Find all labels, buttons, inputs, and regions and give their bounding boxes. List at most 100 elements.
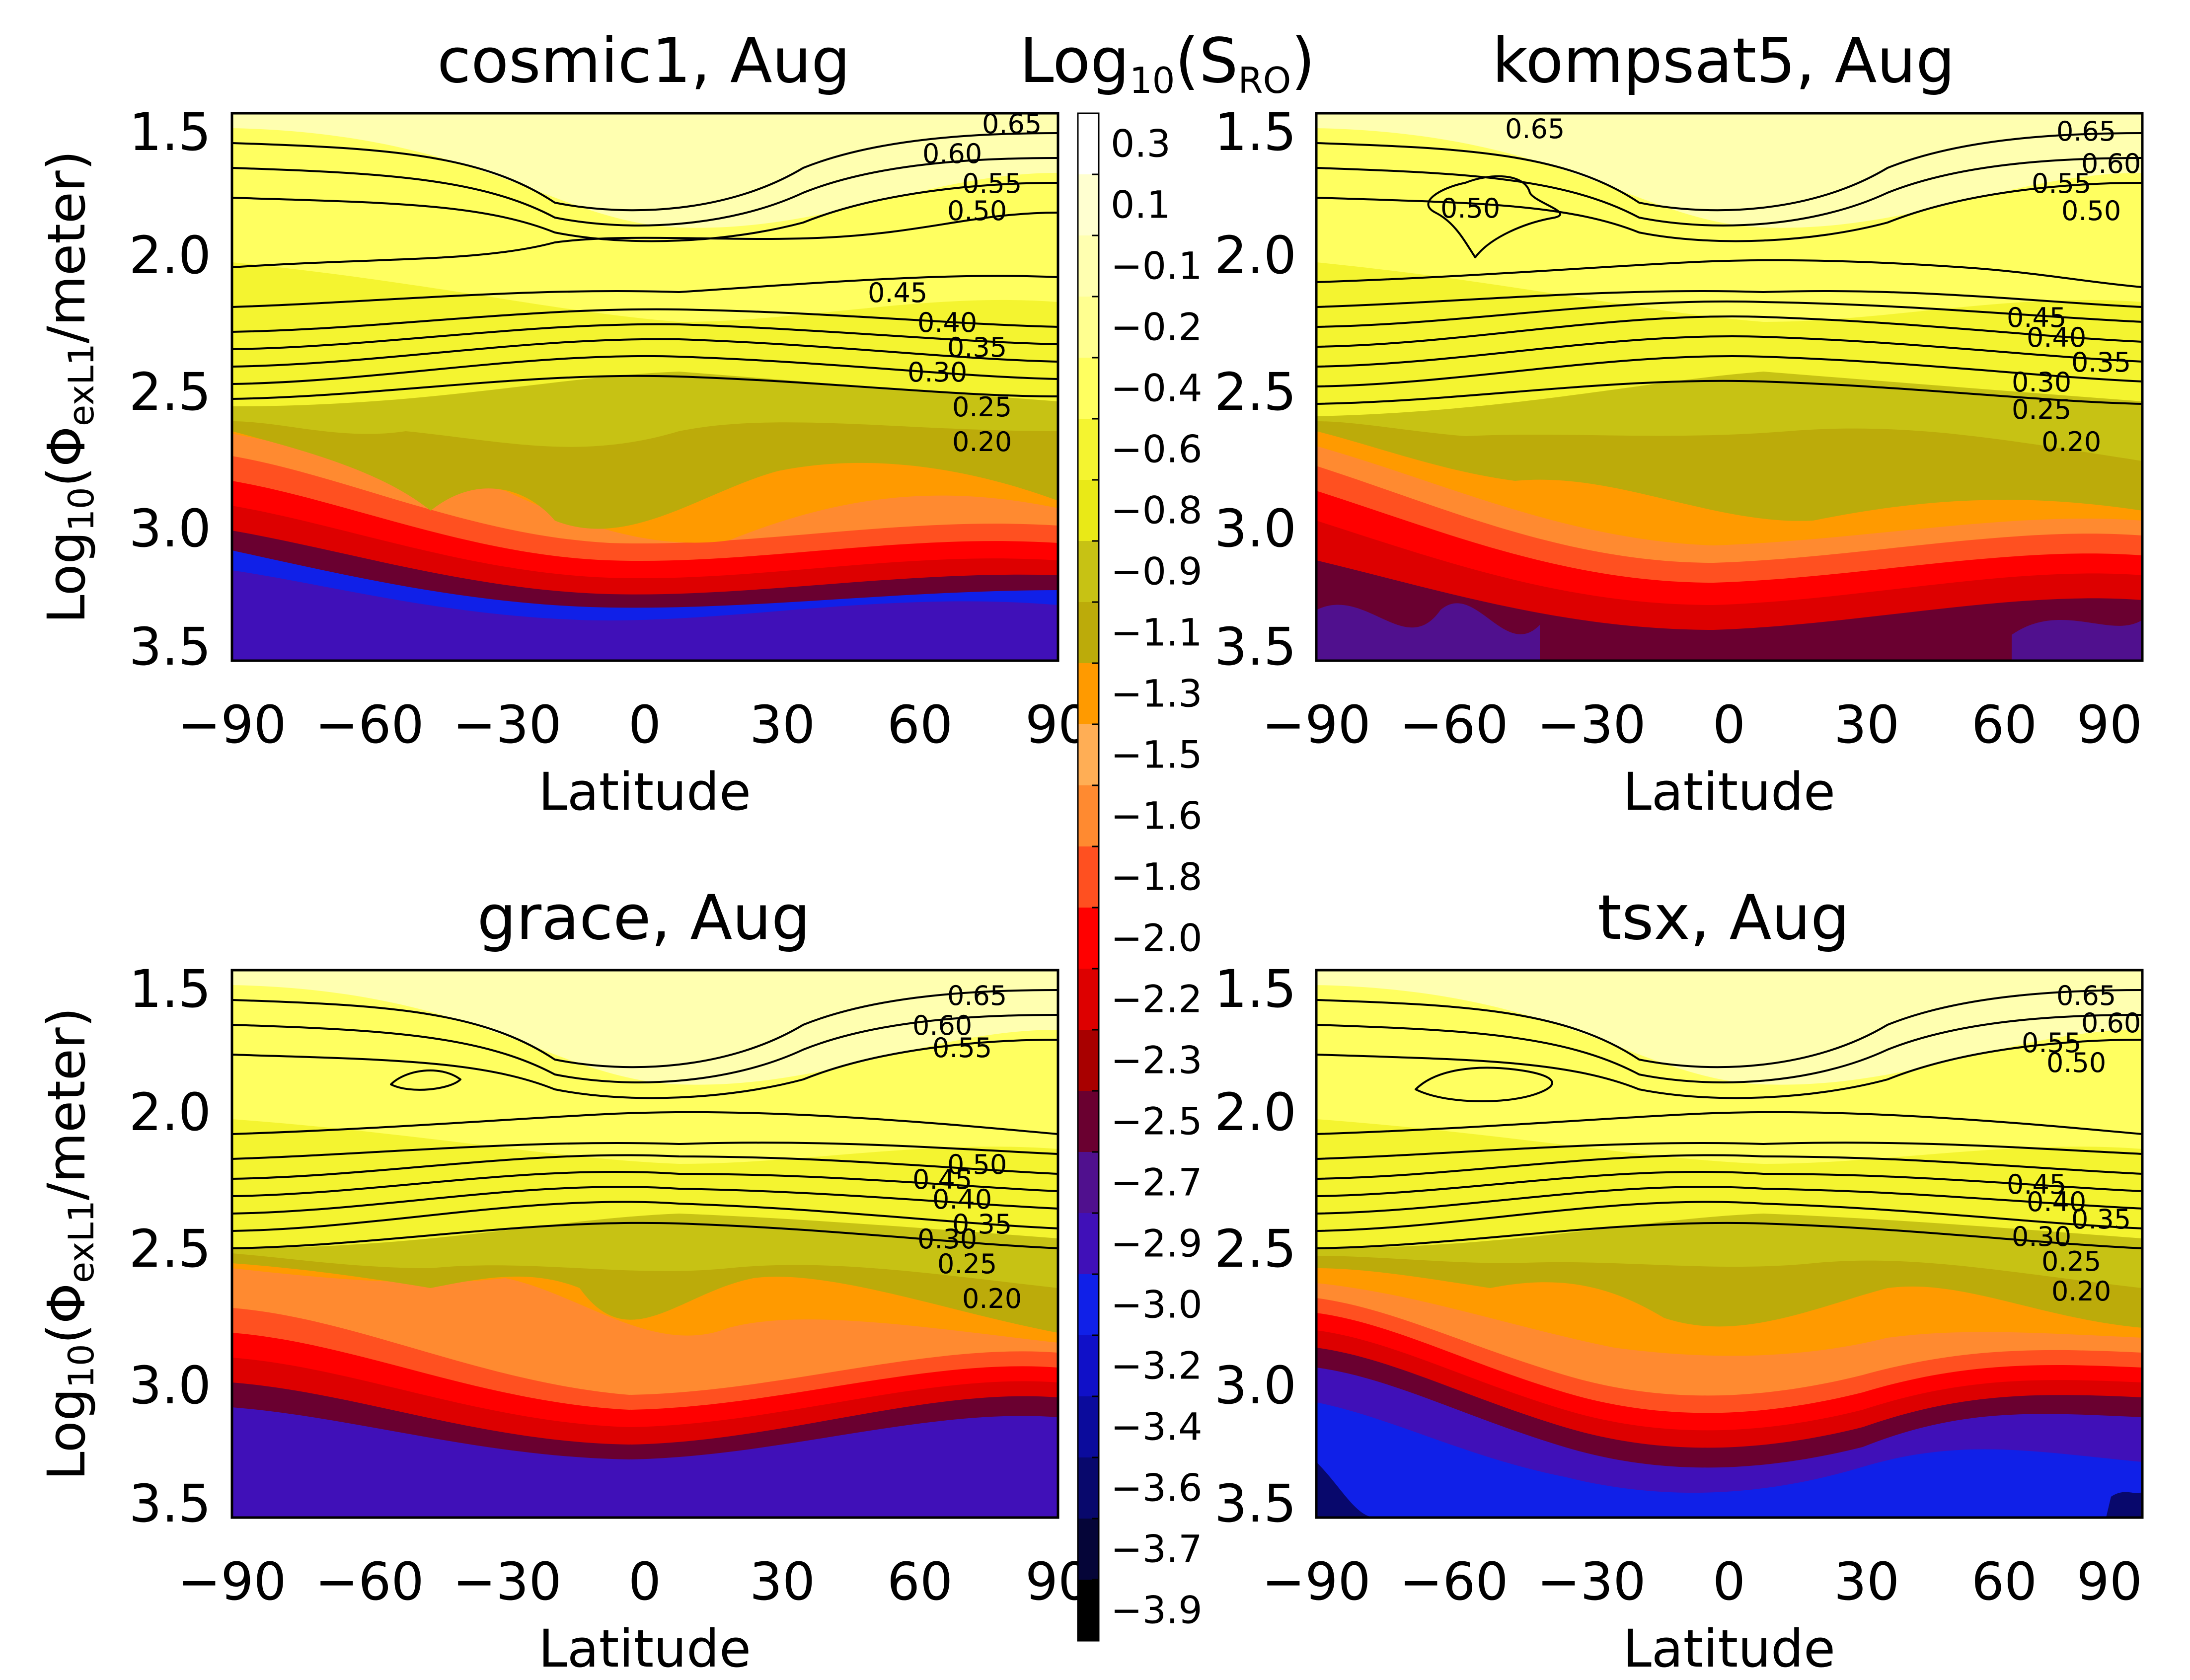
y-tick-label: 1.5 (1214, 102, 1296, 162)
plot-area-tsx: 0.65 0.60 0.55 0.50 0.45 0.40 0.35 0.30 … (1315, 969, 2144, 1519)
x-axis-label: Latitude (538, 1618, 751, 1679)
plot-frame-grace (230, 969, 1059, 1519)
contour-line (232, 1186, 1058, 1215)
x-tick-label: −30 (453, 694, 561, 755)
colorbar-frame (1077, 112, 1100, 1642)
contour-line (1316, 1201, 2142, 1232)
colorbar-label: −0.2 (1111, 305, 1203, 349)
contour-label: 0.20 (2041, 426, 2101, 458)
heat-band-cream (232, 113, 1058, 228)
contour-line (232, 1201, 1058, 1232)
colorbar-swatch (1078, 541, 1099, 603)
heat-band-cream (1316, 970, 2142, 1085)
plot-area-cosmic1: 0.65 0.60 0.55 0.50 0.45 0.40 0.35 0.30 … (230, 108, 1059, 662)
x-tick-label: 90 (2077, 694, 2142, 755)
contour-lines-tsx (1316, 989, 2142, 1249)
colorbar-label: 0.3 (1111, 122, 1171, 166)
x-tick-label: −60 (1399, 1551, 1508, 1612)
contour-label: 0.35 (947, 332, 1007, 363)
contour-line (1316, 380, 2142, 405)
colorbar-swatch (1078, 1030, 1099, 1091)
colorbar-label: −3.6 (1111, 1466, 1203, 1510)
colorbar-label: −1.3 (1111, 672, 1203, 716)
contour-label: 0.35 (2071, 347, 2131, 378)
colorbar-swatch (1078, 297, 1099, 358)
contour-label: 0.30 (2012, 1221, 2071, 1252)
contour-label: 0.65 (982, 108, 1042, 140)
plot-area-kompsat5: 0.65 0.60 0.55 0.50 0.45 0.40 0.35 0.30 … (1315, 112, 2144, 662)
panel-grace: grace, Aug (36, 882, 1091, 1679)
y-tick-label: 2.0 (1214, 225, 1296, 286)
contour-line (1316, 335, 2142, 368)
x-tick-label: −90 (1262, 1551, 1370, 1612)
contour-lines-kompsat5 (1316, 132, 2142, 405)
colorbar-label: −1.1 (1111, 611, 1203, 655)
colorbar-labels: 0.3 0.1 −0.1 −0.2 −0.4 −0.6 −0.8 −0.9 −1.1 −1.3 −1… (1111, 122, 1203, 1632)
x-axis-label: Latitude (538, 762, 751, 822)
y-tick-label: 3.0 (129, 498, 211, 559)
contour-label: 0.30 (907, 357, 967, 388)
contour-line (232, 375, 1058, 400)
colorbar-swatch (1078, 724, 1099, 786)
panel-title-kompsat5: kompsat5, Aug (1492, 25, 1955, 97)
x-tick-label: 60 (887, 1551, 953, 1612)
colorbar-label: −0.4 (1111, 366, 1203, 410)
x-tick-label: 30 (1834, 694, 1899, 755)
y-axis-label: Log10(ΦexL1/meter) (36, 151, 102, 624)
contour-label: 0.60 (912, 1010, 972, 1041)
y-tick-label: 2.5 (1214, 1219, 1296, 1279)
x-tick-label: 30 (1834, 1551, 1899, 1612)
y-tick-label: 3.5 (1214, 616, 1296, 677)
contour-line (232, 1170, 1058, 1197)
contour-line (1316, 1186, 2142, 1215)
contour-line (232, 338, 1058, 368)
contour-label: 0.50 (2061, 195, 2121, 227)
y-tick-label: 1.5 (129, 102, 211, 162)
colorbar-swatch (1078, 602, 1099, 664)
colorbar-swatch (1078, 1519, 1099, 1580)
contour-line (1415, 1067, 1553, 1102)
plot-frame-kompsat5 (1315, 112, 2144, 662)
colorbar-label: −1.5 (1111, 733, 1203, 777)
y-tick-label: 2.0 (129, 1082, 211, 1143)
colorbar-swatch (1078, 1091, 1099, 1152)
contour-label: 0.65 (947, 980, 1007, 1011)
contour-line (232, 323, 1058, 350)
contour-line (1316, 989, 2142, 1069)
contour-line (1316, 1142, 2142, 1160)
colorbar-label: −3.2 (1111, 1344, 1203, 1388)
contour-label: 0.30 (2012, 367, 2071, 398)
contour-label: 0.20 (962, 1283, 1022, 1314)
colorbar-label: 0.1 (1111, 183, 1171, 227)
heat-band-cream (232, 970, 1058, 1085)
colorbar-swatch (1078, 419, 1099, 480)
colorbar-label: −3.4 (1111, 1405, 1203, 1449)
contour-line (232, 1111, 1058, 1135)
colorbar-swatch (1078, 1274, 1099, 1336)
contour-line (232, 308, 1058, 333)
y-tick-label: 2.5 (1214, 362, 1296, 422)
colorbar-swatch (1078, 663, 1099, 725)
y-tick-label: 2.0 (129, 225, 211, 286)
contour-line (1316, 1111, 2142, 1135)
x-tick-label: −60 (1399, 694, 1508, 755)
contour-label: 0.30 (917, 1223, 977, 1255)
contour-label: 0.55 (2022, 1027, 2081, 1059)
colorbar-label: −3.7 (1111, 1527, 1203, 1571)
x-tick-label: −30 (453, 1551, 561, 1612)
colorbar-label: −0.8 (1111, 488, 1203, 533)
y-tick-label: 3.5 (129, 1473, 211, 1534)
contour-label: 0.45 (912, 1164, 972, 1195)
contour-label: 0.25 (2012, 394, 2071, 425)
colorbar-swatch (1078, 1396, 1099, 1458)
colorbar-label: −1.6 (1111, 794, 1203, 838)
contour-label: 0.35 (2071, 1204, 2131, 1235)
plot-frame-cosmic1 (230, 112, 1059, 662)
panel-kompsat5: kompsat5, Aug (1214, 25, 2144, 822)
contour-label: 0.25 (952, 391, 1012, 423)
x-axis-label: Latitude (1623, 1618, 1835, 1679)
contour-line (232, 212, 1058, 268)
contour-line (1316, 1014, 2142, 1083)
contour-line (232, 1154, 1058, 1180)
contour-label: 0.50 (947, 195, 1007, 227)
